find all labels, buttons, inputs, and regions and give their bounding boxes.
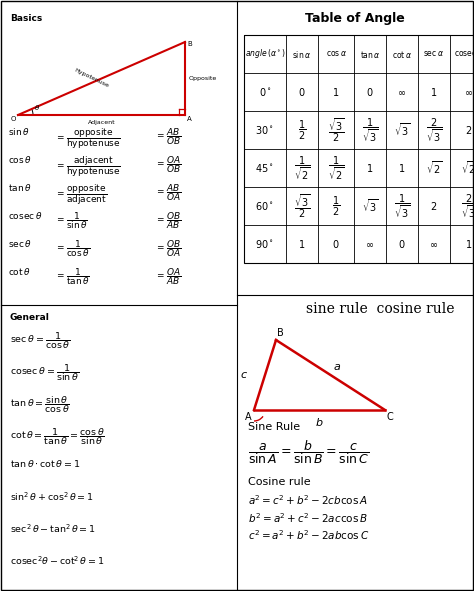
Text: $\mathit{b}$: $\mathit{b}$: [315, 416, 324, 428]
Text: $\sin^2\theta + \cos^2\theta = 1$: $\sin^2\theta + \cos^2\theta = 1$: [10, 490, 94, 502]
Text: $90^\circ$: $90^\circ$: [255, 238, 274, 250]
Text: $\dfrac{2}{\sqrt{3}}$: $\dfrac{2}{\sqrt{3}}$: [461, 192, 474, 220]
Text: $\theta$: $\theta$: [34, 102, 40, 112]
Text: $0$: $0$: [366, 86, 374, 98]
Text: $\dfrac{\sqrt{3}}{2}$: $\dfrac{\sqrt{3}}{2}$: [294, 192, 310, 220]
Text: $1$: $1$: [465, 238, 473, 250]
Text: $a^2 = c^2 + b^2 - 2cb\cos A$: $a^2 = c^2 + b^2 - 2cb\cos A$: [248, 493, 368, 507]
Text: $= \dfrac{\mathrm{opposite}}{\mathrm{hypotenuse}}$: $= \dfrac{\mathrm{opposite}}{\mathrm{hyp…: [55, 126, 121, 151]
Text: $= \dfrac{OA}{OB}$: $= \dfrac{OA}{OB}$: [155, 154, 182, 175]
Text: $60^\circ$: $60^\circ$: [255, 200, 274, 212]
Text: $\infty$: $\infty$: [365, 239, 374, 249]
Text: $\mathit{c}$: $\mathit{c}$: [240, 370, 248, 380]
Text: $1$: $1$: [298, 238, 306, 250]
Text: $\dfrac{1}{2}$: $\dfrac{1}{2}$: [298, 118, 306, 141]
Text: $0$: $0$: [398, 238, 406, 250]
Text: $\sqrt{2}$: $\sqrt{2}$: [461, 160, 474, 176]
Text: $= \dfrac{OB}{OA}$: $= \dfrac{OB}{OA}$: [155, 238, 182, 259]
Text: Table of Angle: Table of Angle: [305, 12, 405, 25]
Text: $\sin\theta$: $\sin\theta$: [8, 126, 30, 137]
Text: $\dfrac{1}{\sqrt{3}}$: $\dfrac{1}{\sqrt{3}}$: [362, 116, 378, 144]
Text: $2$: $2$: [430, 200, 438, 212]
Text: $\sec\theta$: $\sec\theta$: [8, 238, 32, 249]
Text: $\sqrt{2}$: $\sqrt{2}$: [426, 160, 442, 176]
Text: $\mathrm{cosec}^2\theta - \cot^2\theta = 1$: $\mathrm{cosec}^2\theta - \cot^2\theta =…: [10, 554, 105, 567]
Text: $\dfrac{2}{\sqrt{3}}$: $\dfrac{2}{\sqrt{3}}$: [426, 116, 442, 144]
Text: $\cos\theta$: $\cos\theta$: [8, 154, 32, 165]
Text: Adjacent: Adjacent: [88, 120, 115, 125]
Text: $\dfrac{1}{\sqrt{3}}$: $\dfrac{1}{\sqrt{3}}$: [394, 192, 410, 220]
Text: $\sqrt{3}$: $\sqrt{3}$: [394, 122, 410, 138]
Text: $\sin\alpha$: $\sin\alpha$: [292, 48, 311, 60]
Text: $\mathit{a}$: $\mathit{a}$: [334, 362, 342, 372]
Text: $\cot\theta$: $\cot\theta$: [8, 266, 31, 277]
Text: $1$: $1$: [366, 162, 374, 174]
Text: Cosine rule: Cosine rule: [248, 477, 310, 487]
Text: $= \dfrac{\mathrm{adjacent}}{\mathrm{hypotenuse}}$: $= \dfrac{\mathrm{adjacent}}{\mathrm{hyp…: [55, 154, 121, 179]
Text: $0^\circ$: $0^\circ$: [259, 86, 272, 98]
Text: $= \dfrac{1}{\tan\theta}$: $= \dfrac{1}{\tan\theta}$: [55, 266, 90, 287]
Text: A: A: [187, 116, 192, 122]
Text: Sine Rule: Sine Rule: [248, 422, 300, 432]
Text: Opposite: Opposite: [189, 76, 217, 81]
Text: $\infty$: $\infty$: [465, 87, 474, 97]
Text: $2$: $2$: [465, 124, 473, 136]
Text: sine rule  cosine rule: sine rule cosine rule: [306, 302, 454, 316]
Text: $b^2 = a^2 + c^2 - 2ac\cos B$: $b^2 = a^2 + c^2 - 2ac\cos B$: [248, 511, 368, 525]
Text: Hypotenuse: Hypotenuse: [73, 68, 109, 89]
Text: $\mathit{angle}\,(\alpha^\circ)$: $\mathit{angle}\,(\alpha^\circ)$: [245, 47, 285, 60]
Text: $= \dfrac{OA}{AB}$: $= \dfrac{OA}{AB}$: [155, 266, 181, 287]
Text: $\sec\alpha$: $\sec\alpha$: [423, 50, 445, 59]
Text: $\cot\alpha$: $\cot\alpha$: [392, 48, 412, 60]
Text: $30^\circ$: $30^\circ$: [255, 124, 274, 136]
Text: $1$: $1$: [430, 86, 438, 98]
Text: A: A: [246, 412, 252, 422]
Text: $\cos\alpha$: $\cos\alpha$: [326, 50, 346, 59]
Text: $\mathrm{cosec}\,\alpha$: $\mathrm{cosec}\,\alpha$: [454, 50, 474, 59]
Text: $= \dfrac{AB}{OB}$: $= \dfrac{AB}{OB}$: [155, 126, 182, 147]
Text: $= \dfrac{OB}{AB}$: $= \dfrac{OB}{AB}$: [155, 210, 182, 231]
Text: $\sqrt{3}$: $\sqrt{3}$: [362, 197, 378, 215]
Text: $\dfrac{1}{\sqrt{2}}$: $\dfrac{1}{\sqrt{2}}$: [328, 154, 344, 182]
Text: $\cot\theta = \dfrac{1}{\tan\theta} = \dfrac{\cos\theta}{\sin\theta}$: $\cot\theta = \dfrac{1}{\tan\theta} = \d…: [10, 426, 105, 447]
Text: $\tan\theta$: $\tan\theta$: [8, 182, 32, 193]
Text: $= \dfrac{1}{\cos\theta}$: $= \dfrac{1}{\cos\theta}$: [55, 238, 90, 259]
Text: $\sec^2\theta - \tan^2\theta = 1$: $\sec^2\theta - \tan^2\theta = 1$: [10, 522, 96, 535]
Text: $\tan\alpha$: $\tan\alpha$: [360, 48, 380, 60]
Text: B: B: [277, 328, 284, 338]
Text: $\mathrm{cosec}\,\theta$: $\mathrm{cosec}\,\theta$: [8, 210, 43, 221]
Text: $1$: $1$: [398, 162, 406, 174]
Text: $1$: $1$: [332, 86, 340, 98]
Text: $\tan\theta = \dfrac{\sin\theta}{\cos\theta}$: $\tan\theta = \dfrac{\sin\theta}{\cos\th…: [10, 394, 70, 415]
Text: $45^\circ$: $45^\circ$: [255, 162, 274, 174]
Text: $c^2 = a^2 + b^2 - 2ab\cos C$: $c^2 = a^2 + b^2 - 2ab\cos C$: [248, 528, 369, 542]
Text: $0$: $0$: [298, 86, 306, 98]
Text: B: B: [187, 41, 192, 47]
Text: Basics: Basics: [10, 14, 42, 23]
Text: $\dfrac{1}{\sqrt{2}}$: $\dfrac{1}{\sqrt{2}}$: [294, 154, 310, 182]
Text: General: General: [10, 313, 50, 322]
Text: $0$: $0$: [332, 238, 340, 250]
Text: $\infty$: $\infty$: [429, 239, 438, 249]
Text: $\tan\theta \cdot \cot\theta = 1$: $\tan\theta \cdot \cot\theta = 1$: [10, 458, 81, 469]
Text: $\infty$: $\infty$: [398, 87, 407, 97]
Text: O: O: [10, 116, 16, 122]
Bar: [244, 35, 474, 263]
Text: $\dfrac{a}{\sin A} = \dfrac{b}{\sin B} = \dfrac{c}{\sin C}$: $\dfrac{a}{\sin A} = \dfrac{b}{\sin B} =…: [248, 438, 369, 466]
Text: $\dfrac{1}{2}$: $\dfrac{1}{2}$: [332, 194, 340, 217]
Text: $= \dfrac{\mathrm{opposite}}{\mathrm{adjacent}}$: $= \dfrac{\mathrm{opposite}}{\mathrm{adj…: [55, 182, 107, 207]
Text: $= \dfrac{1}{\sin\theta}$: $= \dfrac{1}{\sin\theta}$: [55, 210, 88, 231]
Text: $= \dfrac{AB}{OA}$: $= \dfrac{AB}{OA}$: [155, 182, 181, 203]
Text: $\dfrac{\sqrt{3}}{2}$: $\dfrac{\sqrt{3}}{2}$: [328, 116, 344, 144]
Text: C: C: [387, 412, 394, 422]
Text: $\sec\theta = \dfrac{1}{\cos\theta}$: $\sec\theta = \dfrac{1}{\cos\theta}$: [10, 330, 70, 351]
Text: $\mathrm{cosec}\,\theta = \dfrac{1}{\sin\theta}$: $\mathrm{cosec}\,\theta = \dfrac{1}{\sin…: [10, 362, 79, 383]
